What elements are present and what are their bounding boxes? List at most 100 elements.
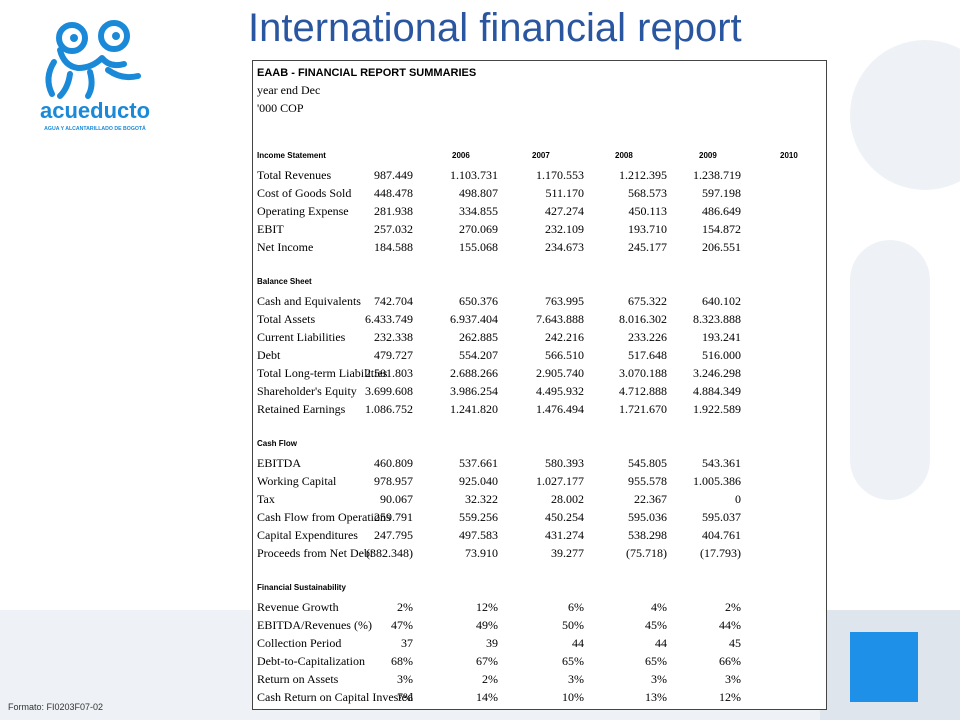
table-cell: 257.032 bbox=[374, 222, 413, 236]
table-cell: 39 bbox=[486, 636, 498, 650]
section-title: Cash Flow bbox=[257, 439, 298, 448]
table-cell: 486.649 bbox=[702, 204, 741, 218]
table-cell: 597.198 bbox=[702, 186, 741, 200]
table-cell: 1.212.395 bbox=[619, 168, 667, 182]
table-cell: 39.277 bbox=[551, 546, 584, 560]
table-cell: 193.710 bbox=[628, 222, 667, 236]
table-cell: 595.037 bbox=[702, 510, 741, 524]
row-label: Shareholder's Equity bbox=[257, 384, 357, 398]
table-cell: 73.910 bbox=[465, 546, 498, 560]
table-cell: 1.476.494 bbox=[536, 402, 584, 416]
table-cell: 45% bbox=[645, 618, 667, 632]
table-cell: 66% bbox=[719, 654, 741, 668]
table-cell: 155.068 bbox=[459, 240, 498, 254]
table-row: Debt-to-Capitalization 68% 67% 65% 65% 66% bbox=[255, 653, 826, 671]
table-cell: 1.721.670 bbox=[619, 402, 667, 416]
table-cell: 742.704 bbox=[374, 294, 413, 308]
year-header: 2008 bbox=[615, 151, 633, 160]
row-label: Cost of Goods Sold bbox=[257, 186, 352, 200]
year-header: 2010 bbox=[780, 151, 798, 160]
table-cell: 68% bbox=[391, 654, 413, 668]
table-cell: 1.238.719 bbox=[693, 168, 741, 182]
table-cell: 537.661 bbox=[459, 456, 498, 470]
table-cell: (75.718) bbox=[626, 546, 667, 560]
table-cell: 262.885 bbox=[459, 330, 498, 344]
table-cell: 14% bbox=[476, 690, 498, 704]
table-cell: 1.086.752 bbox=[365, 402, 413, 416]
table-cell: 242.216 bbox=[545, 330, 584, 344]
table-cell: 404.761 bbox=[702, 528, 741, 542]
table-cell: 49% bbox=[476, 618, 498, 632]
table-cell: 2% bbox=[482, 672, 498, 686]
table-cell: 450.254 bbox=[545, 510, 584, 524]
table-cell: 1.103.731 bbox=[450, 168, 498, 182]
table-row: Cash and Equivalents 742.704 650.376 763.99… bbox=[255, 293, 826, 311]
table-row: EBITDA/Revenues (%) 47% 49% 50% 45% 44% bbox=[255, 617, 826, 635]
row-label: EBITDA/Revenues (%) bbox=[257, 618, 372, 632]
table-row: Cash Flow from Operations 259.791 559.256 4… bbox=[255, 509, 826, 527]
row-label: Net Income bbox=[257, 240, 314, 254]
report-units: '000 COP bbox=[257, 101, 304, 115]
table-cell: 3% bbox=[397, 672, 413, 686]
table-cell: 90.067 bbox=[380, 492, 413, 506]
table-cell: 193.241 bbox=[702, 330, 741, 344]
table-row: Current Liabilities 232.338 262.885 242.216… bbox=[255, 329, 826, 347]
table-cell: 497.583 bbox=[459, 528, 498, 542]
table-cell: 2.688.266 bbox=[450, 366, 498, 380]
table-cell: 2.501.803 bbox=[365, 366, 413, 380]
table-cell: 2.905.740 bbox=[536, 366, 584, 380]
row-label: EBIT bbox=[257, 222, 284, 236]
table-cell: 334.855 bbox=[459, 204, 498, 218]
table-cell: 0 bbox=[735, 492, 741, 506]
section-header: Income Statement 2006 2007 2008 2009 2010 bbox=[255, 151, 826, 165]
table-cell: 6.433.749 bbox=[365, 312, 413, 326]
logo-wordmark: acueducto bbox=[40, 98, 150, 123]
table-cell: 595.036 bbox=[628, 510, 667, 524]
row-label: Return on Assets bbox=[257, 672, 339, 686]
year-header: 2006 bbox=[452, 151, 470, 160]
table-cell: 538.298 bbox=[628, 528, 667, 542]
table-cell: 1.241.820 bbox=[450, 402, 498, 416]
table-cell: 3% bbox=[651, 672, 667, 686]
table-cell: 516.000 bbox=[702, 348, 741, 362]
table-cell: 1.027.177 bbox=[536, 474, 584, 488]
table-row: Debt 479.727 554.207 566.510 517.648 516.000 bbox=[255, 347, 826, 365]
table-cell: 65% bbox=[645, 654, 667, 668]
row-label: Total Revenues bbox=[257, 168, 332, 182]
table-cell: 1.922.589 bbox=[693, 402, 741, 416]
table-cell: 3.246.298 bbox=[693, 366, 741, 380]
section-title: Income Statement bbox=[257, 151, 326, 160]
table-cell: 4% bbox=[651, 600, 667, 614]
table-cell: 2% bbox=[725, 600, 741, 614]
row-label: Proceeds from Net Debt bbox=[257, 546, 374, 560]
table-cell: 8.323.888 bbox=[693, 312, 741, 326]
table-cell: 545.805 bbox=[628, 456, 667, 470]
year-header: 2009 bbox=[699, 151, 717, 160]
table-cell: 13% bbox=[645, 690, 667, 704]
background-shape bbox=[850, 240, 930, 500]
table-row: EBITDA 460.809 537.661 580.393 545.805 543.36… bbox=[255, 455, 826, 473]
table-cell: 955.578 bbox=[628, 474, 667, 488]
table-cell: 37 bbox=[401, 636, 413, 650]
table-row: Shareholder's Equity 3.699.608 3.986.254 4.… bbox=[255, 383, 826, 401]
background-circle bbox=[850, 40, 960, 190]
table-cell: 44 bbox=[572, 636, 584, 650]
table-cell: 566.510 bbox=[545, 348, 584, 362]
table-cell: 978.957 bbox=[374, 474, 413, 488]
year-header: 2007 bbox=[532, 151, 550, 160]
table-row: Total Assets 6.433.749 6.937.404 7.643.888 8… bbox=[255, 311, 826, 329]
table-cell: 12% bbox=[719, 690, 741, 704]
section-header: Balance Sheet bbox=[255, 277, 826, 291]
table-cell: 22.367 bbox=[634, 492, 667, 506]
table-cell: 3.986.254 bbox=[450, 384, 498, 398]
table-cell: 4.495.932 bbox=[536, 384, 584, 398]
table-cell: 640.102 bbox=[702, 294, 741, 308]
row-label: Cash Flow from Operations bbox=[257, 510, 391, 524]
section-title: Financial Sustainability bbox=[257, 583, 346, 592]
table-cell: 554.207 bbox=[459, 348, 498, 362]
table-cell: 448.478 bbox=[374, 186, 413, 200]
table-row: Total Long-term Liabilities 2.501.803 2.68… bbox=[255, 365, 826, 383]
table-cell: 1.005.386 bbox=[693, 474, 741, 488]
table-row: Working Capital 978.957 925.040 1.027.177 95… bbox=[255, 473, 826, 491]
table-row: Revenue Growth 2% 12% 6% 4% 2% bbox=[255, 599, 826, 617]
